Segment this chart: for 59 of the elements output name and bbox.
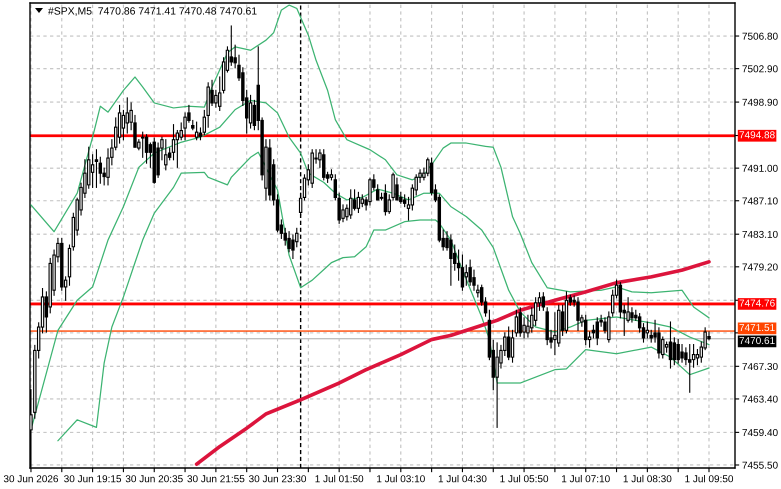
candlestick — [584, 314, 588, 346]
ref-line-label: 7494.88 — [740, 131, 775, 138]
line-series — [194, 260, 711, 466]
candlestick — [360, 194, 364, 208]
x-tick-label: 30 Jun 23:30 — [248, 475, 306, 482]
candlestick — [688, 344, 692, 393]
candlestick — [172, 124, 176, 160]
candlestick — [472, 270, 476, 291]
candlestick — [495, 342, 499, 428]
y-tick-label: 7483.10 — [742, 230, 778, 238]
x-tick-label: 30 Jun 19:15 — [64, 475, 122, 482]
y-tick-label: 7479.20 — [742, 263, 778, 271]
candlestick — [356, 192, 360, 214]
candlestick — [630, 307, 634, 323]
x-tick-label: 30 Jun 21:55 — [187, 475, 244, 482]
candlestick — [194, 122, 198, 140]
candlestick — [140, 132, 144, 158]
candlestick — [449, 234, 453, 286]
chart-title: #SPX,M5 7470.86 7471.41 7470.48 7470.61 — [48, 7, 257, 16]
line-series — [30, 4, 710, 318]
y-tick-label: 7502.90 — [742, 65, 778, 72]
candlestick — [322, 149, 326, 180]
candlestick — [553, 312, 557, 356]
y-tick-label: 7506.80 — [742, 32, 778, 40]
candlestick — [506, 326, 510, 360]
candlestick — [596, 317, 599, 346]
candlestick — [464, 264, 468, 286]
candlestick — [680, 344, 684, 363]
y-tick-label: 7463.40 — [742, 396, 778, 403]
y-tick-label: 7491.00 — [742, 164, 778, 172]
x-tick-label: 1 Jul 01:50 — [315, 474, 364, 482]
x-tick-label: 1 Jul 03:10 — [377, 474, 425, 482]
candlestick — [94, 149, 98, 188]
ref-line-label: 7474.76 — [740, 300, 775, 307]
x-tick-label: 30 Jun 20:35 — [126, 475, 183, 482]
y-tick-label: 7455.50 — [742, 462, 778, 469]
line-series — [57, 152, 710, 442]
candlestick — [164, 139, 168, 170]
x-tick-label: 30 Jun 2026 — [4, 475, 58, 482]
ref-line-label: 7470.61 — [740, 336, 775, 344]
candlestick — [672, 337, 676, 366]
x-tick-label: 1 Jul 05:50 — [500, 474, 548, 482]
y-tick-label: 7498.90 — [742, 98, 778, 106]
candlestick — [106, 148, 110, 186]
candlestick — [646, 321, 650, 338]
x-tick-label: 1 Jul 04:30 — [438, 474, 487, 482]
y-tick-label: 7487.10 — [742, 197, 778, 204]
candlestick — [214, 90, 218, 108]
x-tick-label: 1 Jul 09:50 — [685, 474, 734, 482]
candlestick — [518, 307, 522, 337]
x-tick-label: 1 Jul 07:10 — [562, 474, 610, 482]
candlestick — [349, 189, 352, 219]
ref-line-label: 7471.51 — [740, 324, 775, 332]
candlestick — [144, 134, 148, 164]
y-tick-label: 7459.40 — [742, 429, 778, 436]
y-tick-label: 7467.30 — [742, 362, 778, 370]
candlestick — [384, 184, 388, 216]
x-tick-label: 1 Jul 08:30 — [624, 474, 672, 482]
candlestick — [676, 339, 680, 364]
